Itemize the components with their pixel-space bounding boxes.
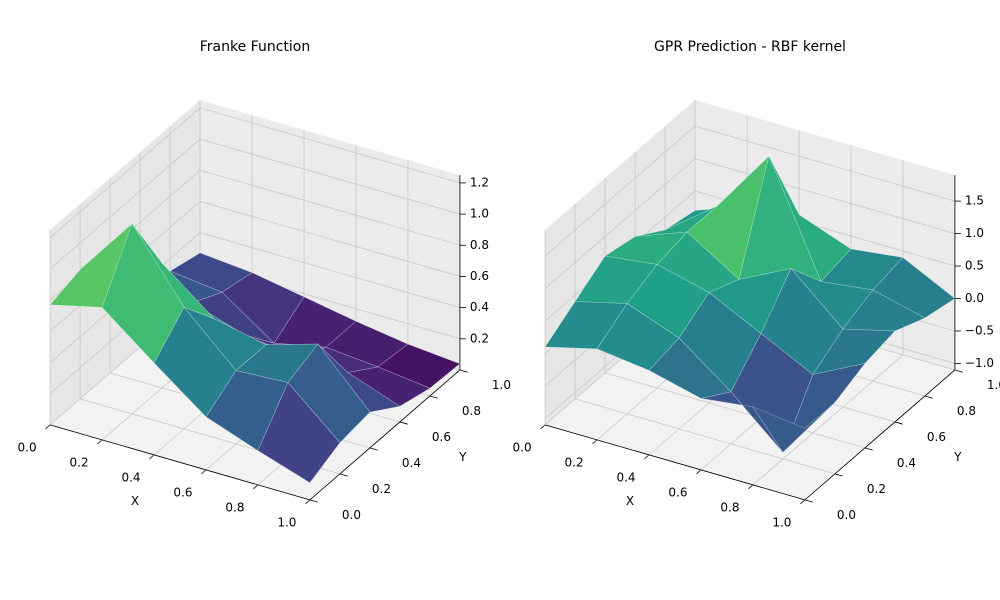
chart-title: Franke Function [200, 39, 310, 55]
z-tick-label: −0.5 [965, 324, 994, 338]
z-tick-label: 1.0 [965, 226, 984, 240]
tick-mark [804, 499, 813, 503]
y-tick-label: 1.0 [987, 378, 1000, 392]
grid-line [199, 138, 461, 215]
grid-line [49, 138, 201, 270]
tick-mark [459, 369, 468, 373]
y-tick-label: 0.2 [867, 482, 886, 496]
tick-mark [834, 473, 843, 477]
y-tick-label: 0.0 [342, 508, 361, 522]
axis-line [804, 369, 956, 501]
grid-line [694, 125, 956, 202]
tick-mark [924, 395, 933, 399]
grid-line [199, 107, 461, 184]
z-tick-label: −1.0 [965, 356, 994, 370]
y-tick-label: 1.0 [492, 378, 511, 392]
x-axis-label: X [626, 494, 634, 508]
x-tick-label: 0.6 [668, 485, 687, 499]
tick-mark [97, 439, 103, 445]
z-tick-label: 1.2 [470, 175, 489, 189]
y-tick-label: 0.6 [432, 430, 451, 444]
x-tick-label: 0.2 [70, 455, 89, 469]
surface-patch [347, 366, 431, 407]
grid-line [574, 398, 836, 475]
grid-line [199, 201, 461, 277]
surface-patch [257, 381, 341, 484]
grid-line [604, 372, 866, 449]
surface-patch [872, 257, 956, 319]
y-axis-label: Y [458, 450, 467, 464]
tick-mark [339, 473, 348, 477]
tick-mark [201, 469, 207, 475]
z-tick-label: 0.4 [470, 300, 489, 314]
tick-mark [369, 447, 378, 451]
y-tick-label: 0.6 [927, 430, 946, 444]
x-axis-label: X [131, 494, 139, 508]
tick-mark [429, 395, 438, 399]
tick-mark [540, 424, 546, 430]
grid-line [199, 169, 461, 246]
y-tick-label: 0.8 [462, 404, 481, 418]
grid-line [199, 232, 461, 309]
x-tick-label: 0.6 [173, 485, 192, 499]
y-tick-label: 0.2 [372, 482, 391, 496]
y-axis-label: Y [953, 450, 962, 464]
y-tick-label: 0.0 [837, 508, 856, 522]
tick-mark [149, 454, 155, 460]
surface-patch [101, 223, 185, 364]
z-tick-label: 0.0 [965, 291, 984, 305]
axis-line [49, 424, 311, 501]
tick-mark [696, 469, 702, 475]
z-tick-label: 0.6 [470, 269, 489, 283]
x-tick-label: 0.4 [121, 470, 140, 484]
y-tick-label: 0.4 [402, 456, 421, 470]
tick-mark [253, 484, 259, 490]
z-tick-label: 0.8 [470, 238, 489, 252]
x-tick-label: 0.0 [513, 440, 532, 454]
axis-line [544, 424, 806, 501]
y-tick-label: 0.8 [957, 404, 976, 418]
tick-mark [399, 421, 408, 425]
tick-mark [309, 499, 318, 503]
tick-mark [800, 499, 806, 505]
z-tick-label: 1.0 [470, 207, 489, 221]
tick-mark [864, 447, 873, 451]
x-tick-label: 0.4 [616, 470, 635, 484]
z-tick-label: 0.2 [470, 331, 489, 345]
surface-patch [812, 328, 896, 375]
tick-mark [644, 454, 650, 460]
tick-mark [45, 424, 51, 430]
y-tick-label: 0.4 [897, 456, 916, 470]
grid-line [694, 158, 956, 234]
axis-line [309, 369, 461, 501]
x-tick-label: 0.2 [565, 455, 584, 469]
tick-mark [748, 484, 754, 490]
x-tick-label: 1.0 [772, 515, 791, 529]
tick-mark [305, 499, 311, 505]
chart-title: GPR Prediction - RBF kernel [654, 39, 846, 55]
grid-line [544, 158, 696, 289]
tick-mark [592, 439, 598, 445]
x-tick-label: 1.0 [277, 515, 296, 529]
grid-line [544, 125, 696, 257]
z-tick-label: 0.5 [965, 259, 984, 273]
x-tick-label: 0.0 [18, 440, 37, 454]
grid-line [49, 107, 201, 239]
tick-mark [954, 369, 963, 373]
tick-mark [894, 421, 903, 425]
x-tick-label: 0.8 [720, 500, 739, 514]
grid-line [752, 354, 904, 486]
surface-patch [752, 402, 836, 453]
x-tick-label: 0.8 [225, 500, 244, 514]
z-tick-label: 1.5 [965, 194, 984, 208]
